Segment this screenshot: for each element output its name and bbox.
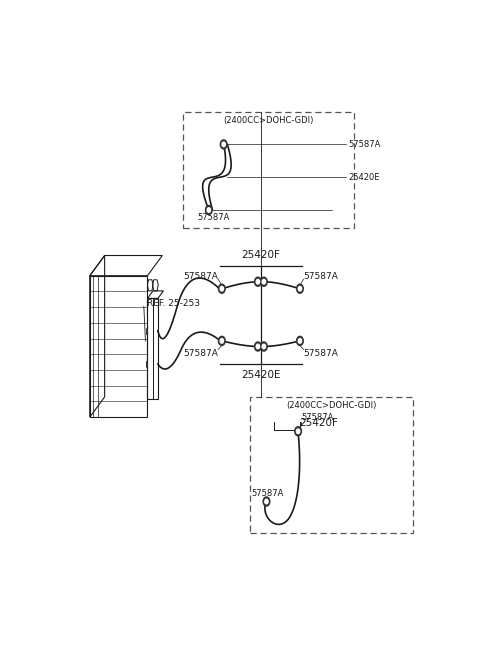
- Circle shape: [262, 279, 265, 284]
- Circle shape: [256, 344, 260, 349]
- Circle shape: [254, 342, 261, 351]
- Circle shape: [263, 497, 270, 506]
- Polygon shape: [145, 328, 147, 334]
- Circle shape: [297, 284, 303, 293]
- Text: 25420E: 25420E: [348, 173, 380, 182]
- Circle shape: [254, 277, 261, 286]
- Text: 57587A: 57587A: [348, 140, 381, 149]
- Circle shape: [265, 499, 268, 504]
- Circle shape: [256, 279, 260, 284]
- Text: 57587A: 57587A: [183, 348, 218, 358]
- Circle shape: [220, 287, 224, 291]
- Circle shape: [220, 140, 227, 149]
- Circle shape: [297, 337, 303, 346]
- Circle shape: [298, 287, 301, 291]
- Circle shape: [218, 337, 225, 346]
- Circle shape: [297, 429, 300, 434]
- Text: 57587A: 57587A: [198, 213, 230, 222]
- Text: (2400CC>DOHC-GDI): (2400CC>DOHC-GDI): [223, 115, 313, 125]
- Circle shape: [207, 208, 210, 213]
- Circle shape: [262, 344, 265, 349]
- Circle shape: [261, 277, 267, 286]
- Text: 57587A: 57587A: [302, 413, 334, 422]
- Polygon shape: [145, 361, 147, 367]
- Circle shape: [220, 338, 224, 343]
- Bar: [250, 397, 413, 533]
- Text: 25420F: 25420F: [241, 249, 280, 260]
- Circle shape: [298, 338, 301, 343]
- Circle shape: [205, 205, 212, 215]
- Text: REF. 25-253: REF. 25-253: [147, 299, 201, 308]
- Text: 25420E: 25420E: [241, 370, 281, 380]
- Circle shape: [222, 142, 225, 147]
- Text: 57587A: 57587A: [252, 489, 284, 498]
- Circle shape: [218, 284, 225, 293]
- Text: (2400CC>DOHC-GDI): (2400CC>DOHC-GDI): [287, 401, 377, 410]
- Text: 25420F: 25420F: [299, 418, 338, 428]
- Circle shape: [261, 342, 267, 351]
- Text: 57587A: 57587A: [183, 272, 218, 281]
- Circle shape: [295, 427, 301, 436]
- Text: 57587A: 57587A: [304, 348, 338, 358]
- Text: 57587A: 57587A: [304, 272, 338, 281]
- Bar: [183, 112, 354, 228]
